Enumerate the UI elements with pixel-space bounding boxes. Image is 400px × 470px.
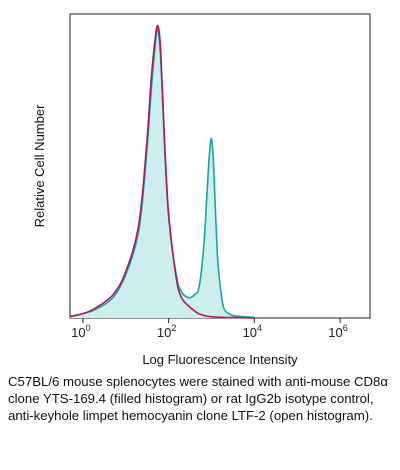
series-layer bbox=[69, 24, 255, 319]
series-filled-area bbox=[70, 28, 255, 319]
x-tick-label: 104 bbox=[243, 323, 262, 340]
y-axis-title: Relative Cell Number bbox=[32, 104, 47, 227]
histogram-chart: 100 102 104 106 Relative Cell Number Log Fl… bbox=[32, 13, 371, 367]
plot-frame bbox=[69, 13, 371, 319]
x-tick-label: 106 bbox=[328, 323, 347, 340]
x-axis-title: Log Fluorescence Intensity bbox=[142, 352, 298, 367]
series-open-line bbox=[69, 24, 255, 319]
x-tick-label: 100 bbox=[71, 323, 90, 340]
figure-caption: C57BL/6 mouse splenocytes were stained w… bbox=[8, 374, 388, 423]
series-filled-line bbox=[69, 27, 255, 319]
x-tick-label: 102 bbox=[157, 323, 176, 340]
x-tick-layer: 100 102 104 106 bbox=[71, 318, 348, 340]
